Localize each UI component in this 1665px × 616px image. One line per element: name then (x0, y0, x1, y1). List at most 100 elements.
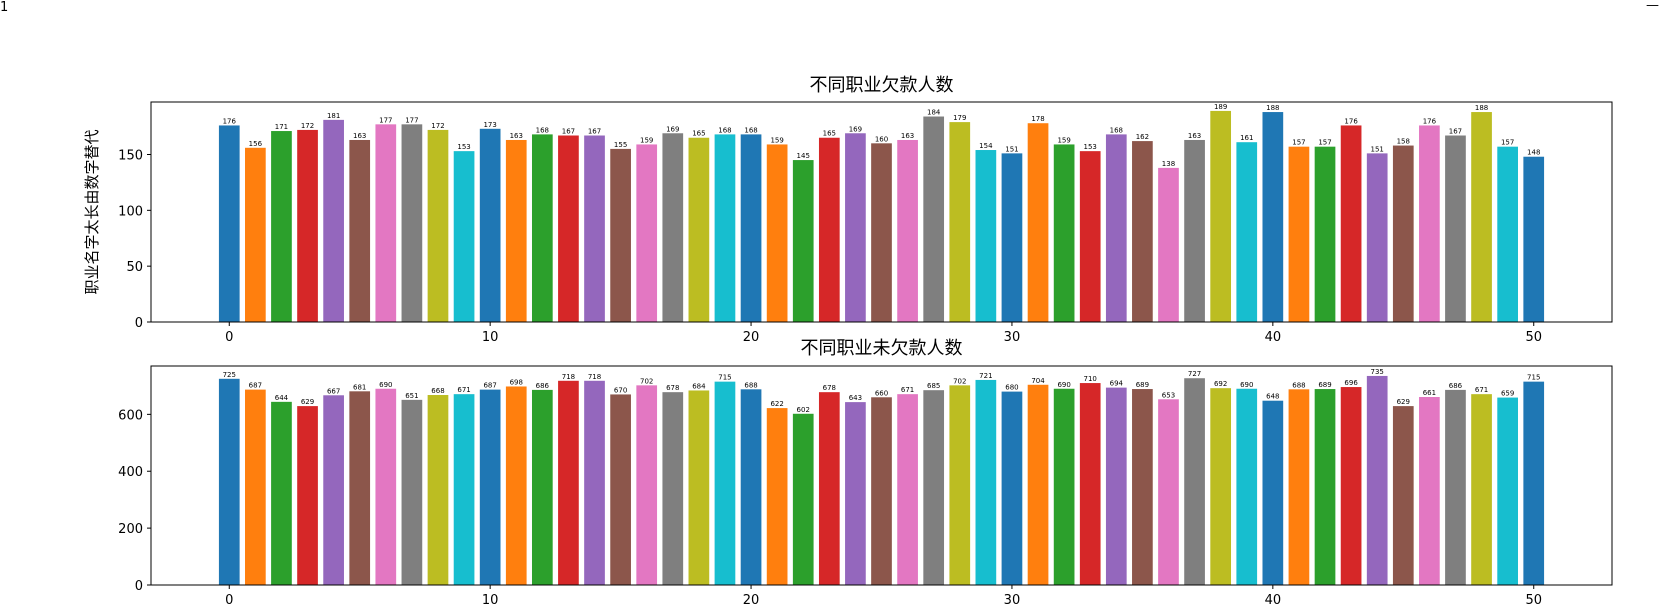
bar-41 (1288, 389, 1310, 585)
bar-25 (871, 143, 892, 322)
bar-50 (1523, 156, 1545, 322)
bar-6 (375, 124, 397, 322)
x-tick-label: 20 (743, 330, 760, 345)
bar-1 (245, 389, 266, 585)
x-tick-label: 10 (482, 593, 499, 608)
bar-41 (1288, 146, 1310, 322)
bar-24 (845, 402, 866, 585)
bar-50 (1523, 381, 1545, 585)
bar-32 (1053, 144, 1075, 322)
bar-value-label: 668 (431, 387, 444, 395)
bar-5 (349, 139, 371, 322)
bar-value-label: 145 (797, 152, 810, 160)
bar-7 (401, 124, 423, 322)
x-tick-label: 50 (1525, 593, 1542, 608)
bar-value-label: 176 (1423, 117, 1437, 125)
bar-35 (1132, 141, 1153, 322)
bar-42 (1314, 146, 1336, 322)
bar-0 (218, 125, 240, 322)
bar-33 (1079, 383, 1101, 585)
bar-value-label: 161 (1240, 134, 1253, 142)
bar-value-label: 160 (875, 135, 888, 143)
bar-value-label: 718 (588, 373, 601, 381)
bar-21 (766, 144, 788, 322)
bar-34 (1105, 134, 1127, 322)
bar-4 (323, 395, 344, 585)
bar-42 (1314, 389, 1336, 585)
bar-value-label: 678 (823, 384, 836, 392)
x-tick-label: 40 (1265, 593, 1282, 608)
bar-22 (792, 413, 814, 585)
bar-11 (505, 386, 527, 585)
bar-value-label: 690 (1057, 381, 1070, 389)
bar-40 (1262, 400, 1284, 585)
bar-value-label: 172 (431, 122, 444, 130)
y-tick-label: 100 (118, 204, 143, 219)
bar-20 (740, 134, 762, 322)
bar-value-label: 169 (666, 125, 679, 133)
bar-18 (688, 137, 710, 322)
chart-title-bottom: 不同职业未欠款人数 (801, 338, 963, 359)
bar-27 (923, 390, 945, 585)
bar-9 (453, 151, 475, 322)
bar-8 (427, 395, 449, 585)
bar-value-label: 176 (1344, 117, 1358, 125)
bar-value-label: 163 (1188, 132, 1201, 140)
bar-value-label: 687 (249, 382, 262, 390)
bar-10 (479, 389, 501, 585)
bar-value-label: 188 (1475, 104, 1488, 112)
bar-0 (218, 378, 240, 585)
bar-value-label: 661 (1423, 389, 1436, 397)
bar-31 (1027, 384, 1049, 585)
bar-36 (1158, 399, 1179, 585)
bar-value-label: 694 (1110, 380, 1124, 388)
bar-12 (531, 389, 553, 585)
bar-value-label: 179 (953, 114, 966, 122)
bar-value-label: 644 (275, 394, 289, 402)
bar-29 (975, 379, 997, 585)
bar-10 (479, 128, 501, 322)
bar-23 (818, 137, 840, 322)
bar-49 (1497, 146, 1518, 322)
bar-1 (245, 147, 266, 322)
bar-value-label: 702 (953, 377, 966, 385)
bar-value-label: 653 (1162, 391, 1175, 399)
bar-value-label: 725 (223, 371, 236, 379)
bar-43 (1340, 125, 1362, 322)
bar-value-label: 177 (379, 116, 392, 124)
bar-6 (375, 388, 397, 585)
y-axis-label-top: 职业名字太长由数字替代 (83, 129, 101, 294)
bar-19 (714, 381, 736, 585)
bar-value-label: 159 (770, 136, 783, 144)
bar-value-label: 686 (1449, 382, 1463, 390)
bar-value-label: 727 (1188, 370, 1201, 378)
bar-value-label: 188 (1266, 104, 1279, 112)
bar-47 (1445, 389, 1466, 585)
bar-31 (1027, 123, 1049, 322)
bar-value-label: 173 (483, 121, 496, 129)
x-tick-label: 0 (225, 593, 233, 608)
bar-39 (1236, 388, 1258, 585)
bar-value-label: 148 (1527, 149, 1540, 157)
bar-8 (427, 129, 449, 322)
bar-value-label: 671 (457, 386, 470, 394)
bar-value-label: 181 (327, 112, 340, 120)
bar-15 (610, 148, 631, 322)
axes-frame (150, 365, 1613, 586)
bar-9 (453, 394, 475, 585)
bar-26 (897, 139, 918, 322)
bar-26 (897, 394, 918, 585)
bar-value-label: 651 (405, 392, 418, 400)
bar-16 (636, 385, 658, 585)
minimize-icon[interactable]: — (1646, 0, 1659, 13)
bar-value-label: 151 (1005, 145, 1018, 153)
bar-35 (1132, 389, 1153, 585)
bar-value-label: 168 (718, 126, 731, 134)
bar-value-label: 154 (979, 142, 993, 150)
bar-value-label: 189 (1214, 103, 1227, 111)
bar-46 (1419, 397, 1440, 585)
bar-value-label: 158 (1397, 138, 1410, 146)
x-tick-label: 0 (225, 330, 233, 345)
bar-2 (271, 401, 292, 585)
bar-29 (975, 150, 997, 322)
